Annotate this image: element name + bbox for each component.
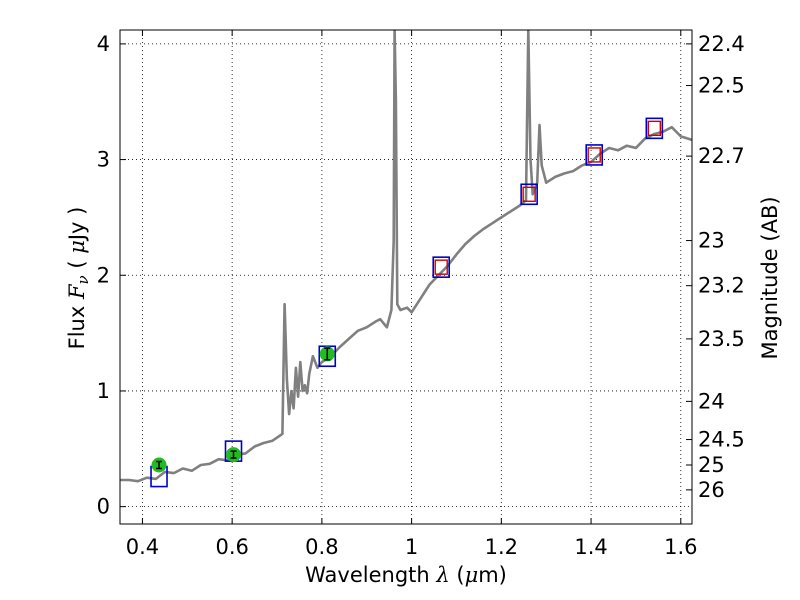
x-axis-label-text: Wavelength [305, 563, 436, 587]
y2-tick-label: 26 [698, 478, 725, 502]
y-axis-label-text: Flux [65, 299, 89, 349]
x-axis-label: Wavelength λ (μm) [305, 563, 507, 587]
y-tick-label: 3 [97, 148, 110, 172]
y2-tick-label: 23 [698, 229, 725, 253]
y2-tick-label: 22.5 [698, 74, 745, 98]
y-axis-label-nu: ν [74, 275, 92, 284]
spectrum-line [120, 30, 692, 483]
y-tick-label: 1 [97, 379, 110, 403]
y2-tick-label: 25 [698, 453, 725, 477]
y2-tick-label: 24 [698, 389, 725, 413]
y2-tick-label: 22.4 [698, 32, 745, 56]
synthetic-photometry-square [522, 186, 536, 202]
y2-tick-label: 22.7 [698, 144, 745, 168]
plot-data [120, 30, 692, 488]
y-tick-label: 0 [97, 495, 110, 519]
x-axis-label-lambda: λ [435, 563, 449, 587]
y-tick-label: 2 [97, 263, 110, 287]
model-photometry-square [585, 144, 603, 166]
y2-tick-label: 23.5 [698, 327, 745, 351]
model-photometry-square [645, 117, 664, 140]
y-axis-label-F: F [65, 283, 89, 300]
plot-frame [119, 29, 693, 525]
x-axis-label-unit-open: ( [450, 563, 465, 587]
y-axis-label-unit-close: Jy ) [65, 207, 89, 243]
x-axis-label-mu: μ [465, 563, 479, 587]
synthetic-photometry-square [647, 120, 662, 137]
x-tick-label: 0.8 [305, 535, 338, 559]
model-photometry-square [432, 256, 451, 278]
x-tick-label: 1.4 [574, 535, 607, 559]
grid-lines [120, 30, 692, 524]
synthetic-photometry-square [434, 259, 448, 275]
x-tick-label: 1 [405, 535, 418, 559]
model-photometry-square [520, 183, 538, 206]
synthetic-photometry-square [587, 147, 601, 163]
x-tick-label: 0.6 [215, 535, 248, 559]
y-tick-label: 4 [97, 32, 110, 56]
x-tick-label: 0.4 [126, 535, 159, 559]
x-tick-label: 1.2 [485, 535, 518, 559]
y2-axis-label: Magnitude (AB) [758, 196, 782, 359]
y-axis-label: Flux Fν ( μJy ) [65, 207, 92, 350]
y2-tick-label: 23.2 [698, 274, 745, 298]
y-axis-label-mu: μ [65, 240, 89, 254]
y2-tick-label: 24.5 [698, 428, 745, 452]
y-axis-label-paren-open: ( [65, 254, 89, 276]
x-axis-label-unit-close: m) [478, 563, 507, 587]
model-photometry-square [318, 345, 337, 368]
x-tick-label: 1.6 [664, 535, 697, 559]
